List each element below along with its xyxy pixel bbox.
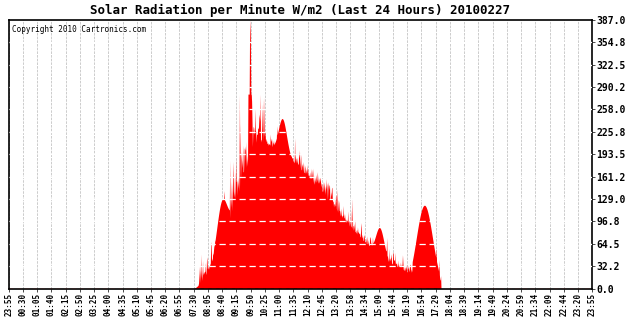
Title: Solar Radiation per Minute W/m2 (Last 24 Hours) 20100227: Solar Radiation per Minute W/m2 (Last 24… [91, 4, 510, 17]
Text: Copyright 2010 Cartronics.com: Copyright 2010 Cartronics.com [11, 25, 146, 34]
